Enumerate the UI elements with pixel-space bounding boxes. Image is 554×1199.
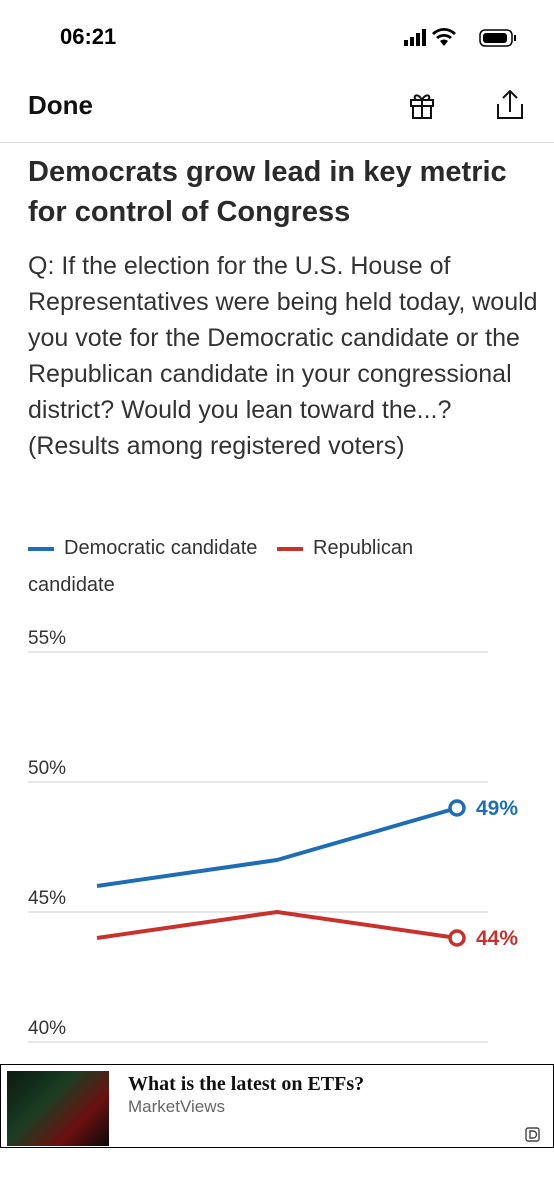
series-line (96, 806, 458, 888)
ad-headline[interactable]: What is the latest on ETFs? (128, 1073, 365, 1095)
legend-item: Democratic candidate (28, 537, 257, 559)
series-line (96, 910, 458, 940)
legend-swatch (28, 546, 54, 551)
chart-subtitle: Q: If the election for the U.S. House of… (28, 252, 538, 460)
status-time: 06:21 (60, 24, 117, 49)
status-icons (404, 28, 516, 47)
value-label: 49% (476, 797, 518, 820)
legend-label: Democratic candidate (64, 537, 258, 559)
legend-item: Republican candidate (28, 537, 413, 596)
divider (0, 142, 554, 143)
end-marker (448, 799, 466, 817)
end-marker (448, 929, 466, 947)
chart-title: Democrats grow lead in key metric for co… (28, 156, 507, 228)
y-tick-label: 45% (28, 888, 66, 909)
ad-icon (525, 1127, 540, 1142)
legend: Democratic candidate Republican candidat… (28, 530, 498, 604)
value-label: 44% (476, 927, 518, 950)
legend-label: Republican candidate (28, 537, 414, 596)
ad-image (7, 1071, 109, 1146)
ad-banner[interactable]: What is the latest on ETFs? MarketViews (0, 1064, 554, 1148)
legend-swatch (277, 546, 303, 551)
ad-source: MarketViews (128, 1097, 225, 1116)
y-tick-label: 55% (28, 628, 66, 649)
done-button[interactable]: Done (28, 90, 93, 120)
y-tick-label: 40% (28, 1018, 66, 1039)
chart: 40% 45% 50% 55% 49% 44% (28, 628, 518, 1043)
nav-icons (410, 90, 523, 119)
y-tick-label: 50% (28, 758, 66, 779)
